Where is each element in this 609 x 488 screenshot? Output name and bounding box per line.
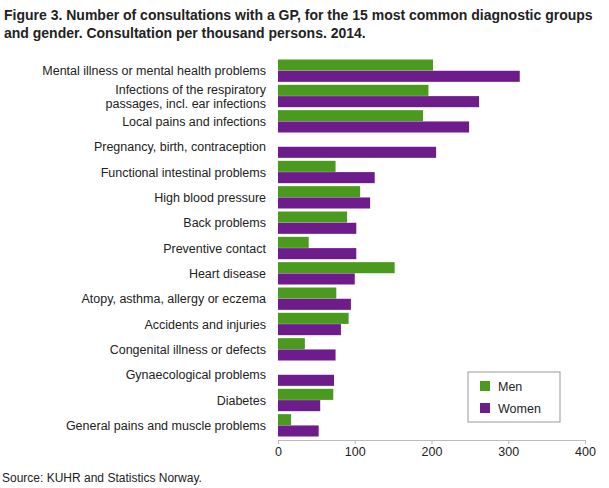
category-label: Atopy, asthma, allergy or eczema (81, 292, 266, 306)
bar (278, 248, 356, 259)
tick-label: 400 (575, 445, 596, 459)
category-label: High blood pressure (154, 191, 266, 205)
bar (278, 389, 333, 400)
bar (278, 338, 305, 349)
bar (278, 121, 469, 132)
category-label: Functional intestinal problems (101, 166, 266, 180)
category-label: Preventive contact (163, 242, 266, 256)
tick-label: 200 (422, 445, 443, 459)
bar (278, 161, 336, 172)
bar (278, 273, 355, 284)
bar (278, 425, 319, 436)
bar (278, 172, 375, 183)
legend-box (468, 372, 560, 422)
tick-mark (432, 440, 433, 444)
category-label: Accidents and injuries (144, 318, 266, 332)
tick: 100 (345, 440, 366, 459)
category-label: Local pains and infections (122, 115, 266, 129)
tick: 200 (422, 440, 443, 459)
tick-mark (508, 440, 509, 444)
legend-label: Women (498, 402, 541, 416)
legend-label: Men (498, 380, 522, 394)
tick: 300 (498, 440, 519, 459)
category-label: Congenital illness or defects (110, 343, 266, 357)
legend: Men Women (468, 372, 560, 422)
category-axis: Mental illness or mental health problems… (42, 64, 266, 433)
tick-mark (585, 440, 586, 444)
x-axis: 0 100 200 300 400 (275, 440, 596, 459)
title: Figure 3. Number of consultations with a… (4, 7, 593, 41)
source: Source: KUHR and Statistics Norway. (2, 471, 202, 485)
bar (278, 262, 395, 273)
category-label: Mental illness or mental health problems (42, 64, 266, 78)
legend-swatch (480, 403, 490, 413)
legend-item: Men (480, 380, 522, 394)
bar (278, 349, 336, 360)
bar (278, 96, 479, 107)
bar (278, 414, 291, 425)
tick-label: 100 (345, 445, 366, 459)
bar (278, 110, 423, 121)
category-label: Pregnancy, birth, contraception (94, 140, 266, 154)
bar (278, 85, 428, 96)
category-label: Gynaecological problems (126, 368, 266, 382)
legend-item: Women (480, 402, 541, 416)
chart: Figure 3. Number of consultations with a… (0, 0, 609, 488)
bar (278, 211, 347, 222)
bar (278, 313, 349, 324)
tick-mark (278, 440, 279, 444)
category-label: Diabetes (217, 394, 266, 408)
tick-label: 300 (498, 445, 519, 459)
tick: 0 (275, 440, 282, 459)
bar (278, 223, 356, 234)
category-label: General pains and muscle problems (66, 419, 266, 433)
bar (278, 287, 336, 298)
tick: 400 (575, 440, 596, 459)
tick-label: 0 (275, 445, 282, 459)
bar (278, 324, 341, 335)
bar (278, 400, 320, 411)
category-label: Back problems (183, 216, 266, 230)
legend-swatch (480, 381, 490, 391)
bar (278, 197, 370, 208)
bar (278, 71, 520, 82)
category-label: Infections of the respiratorypassages, i… (105, 83, 266, 111)
bar (278, 237, 309, 248)
category-label: Heart disease (189, 267, 266, 281)
bar (278, 375, 334, 386)
bar (278, 186, 360, 197)
bar (278, 59, 433, 70)
bar (278, 299, 351, 310)
bar (278, 147, 436, 158)
tick-mark (355, 440, 356, 444)
